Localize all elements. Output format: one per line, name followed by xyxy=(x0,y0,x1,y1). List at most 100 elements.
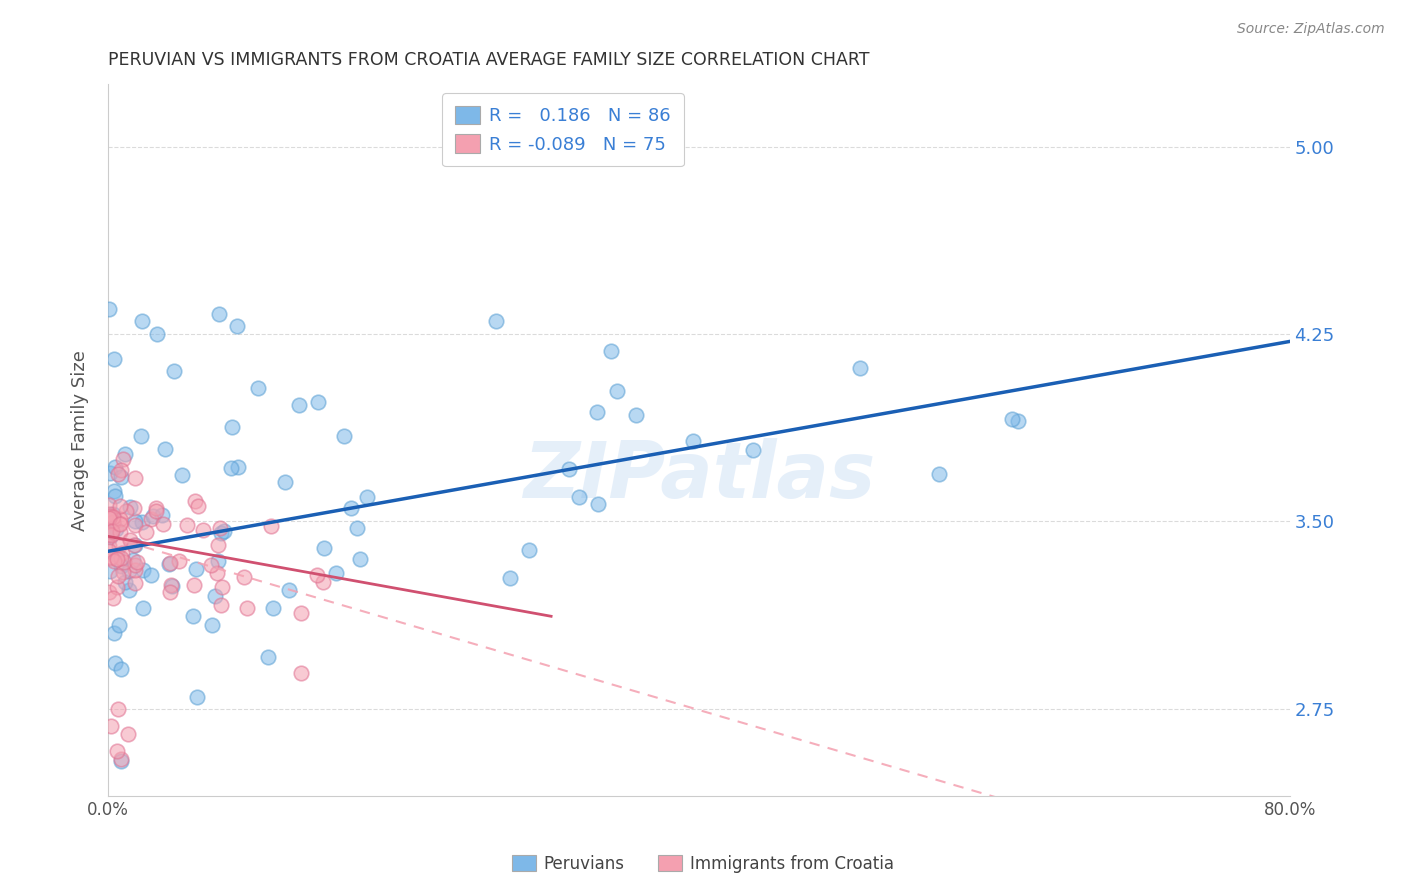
Point xyxy=(586,405,609,419)
Point xyxy=(107,467,129,481)
Point xyxy=(163,364,186,378)
Point xyxy=(742,442,765,457)
Point xyxy=(160,579,183,593)
Text: PERUVIAN VS IMMIGRANTS FROM CROATIA AVERAGE FAMILY SIZE CORRELATION CHART: PERUVIAN VS IMMIGRANTS FROM CROATIA AVER… xyxy=(108,51,869,69)
Point xyxy=(131,515,153,529)
Point xyxy=(100,551,122,566)
Point xyxy=(98,527,121,541)
Point xyxy=(1353,139,1375,153)
Point xyxy=(97,301,120,316)
Point xyxy=(110,559,132,574)
Point xyxy=(200,558,222,572)
Point xyxy=(181,608,204,623)
Point xyxy=(247,381,270,395)
Point xyxy=(157,557,180,571)
Point xyxy=(105,548,128,562)
Point xyxy=(98,510,121,524)
Point xyxy=(132,601,155,615)
Point xyxy=(211,580,233,594)
Point xyxy=(114,447,136,461)
Point xyxy=(221,460,243,475)
Point xyxy=(112,451,135,466)
Point xyxy=(260,519,283,533)
Point xyxy=(201,617,224,632)
Point xyxy=(135,524,157,539)
Point xyxy=(152,517,174,532)
Point xyxy=(112,555,135,569)
Point xyxy=(108,539,131,553)
Text: ZIPatlas: ZIPatlas xyxy=(523,438,875,514)
Point xyxy=(586,497,609,511)
Point xyxy=(98,498,121,512)
Point xyxy=(118,564,141,578)
Point xyxy=(108,617,131,632)
Point xyxy=(205,566,228,580)
Point xyxy=(606,384,628,398)
Point xyxy=(100,549,122,564)
Point xyxy=(153,442,176,456)
Legend: R =   0.186   N = 86, R = -0.089   N = 75: R = 0.186 N = 86, R = -0.089 N = 75 xyxy=(443,93,683,166)
Point xyxy=(110,752,132,766)
Point xyxy=(600,343,623,358)
Point xyxy=(124,576,146,591)
Point xyxy=(307,567,329,582)
Point xyxy=(262,600,284,615)
Legend: Peruvians, Immigrants from Croatia: Peruvians, Immigrants from Croatia xyxy=(506,848,900,880)
Point xyxy=(209,598,232,612)
Point xyxy=(103,626,125,640)
Point xyxy=(139,512,162,526)
Point xyxy=(349,552,371,566)
Point xyxy=(848,361,870,376)
Point xyxy=(214,524,236,539)
Point xyxy=(124,517,146,532)
Point xyxy=(110,754,132,768)
Point xyxy=(115,504,138,518)
Point xyxy=(236,600,259,615)
Point xyxy=(98,530,121,544)
Point xyxy=(108,512,131,526)
Point xyxy=(159,584,181,599)
Point xyxy=(207,538,229,552)
Point xyxy=(101,515,124,529)
Point xyxy=(105,552,128,566)
Point xyxy=(117,727,139,741)
Point xyxy=(118,583,141,598)
Point xyxy=(517,542,540,557)
Point xyxy=(208,307,231,321)
Point xyxy=(356,490,378,504)
Point xyxy=(122,500,145,515)
Point xyxy=(928,467,950,482)
Point xyxy=(131,314,153,328)
Point xyxy=(233,570,256,584)
Point xyxy=(122,553,145,567)
Point xyxy=(101,515,124,529)
Point xyxy=(288,398,311,412)
Point xyxy=(184,494,207,508)
Point xyxy=(104,459,127,474)
Point xyxy=(110,551,132,566)
Point xyxy=(176,517,198,532)
Point xyxy=(100,524,122,539)
Point xyxy=(228,459,250,474)
Point xyxy=(98,539,121,553)
Point xyxy=(108,516,131,531)
Point xyxy=(207,554,229,568)
Point xyxy=(208,521,231,535)
Point xyxy=(114,575,136,590)
Point xyxy=(124,538,146,552)
Point xyxy=(221,420,243,434)
Point xyxy=(204,590,226,604)
Point xyxy=(98,509,121,524)
Point xyxy=(105,744,128,758)
Point xyxy=(110,500,132,514)
Point xyxy=(274,475,297,489)
Point xyxy=(325,566,347,580)
Point xyxy=(97,585,120,599)
Point xyxy=(568,490,591,504)
Point xyxy=(103,554,125,568)
Point xyxy=(98,527,121,541)
Point xyxy=(139,568,162,582)
Point xyxy=(290,665,312,680)
Point xyxy=(209,525,232,540)
Point xyxy=(100,719,122,733)
